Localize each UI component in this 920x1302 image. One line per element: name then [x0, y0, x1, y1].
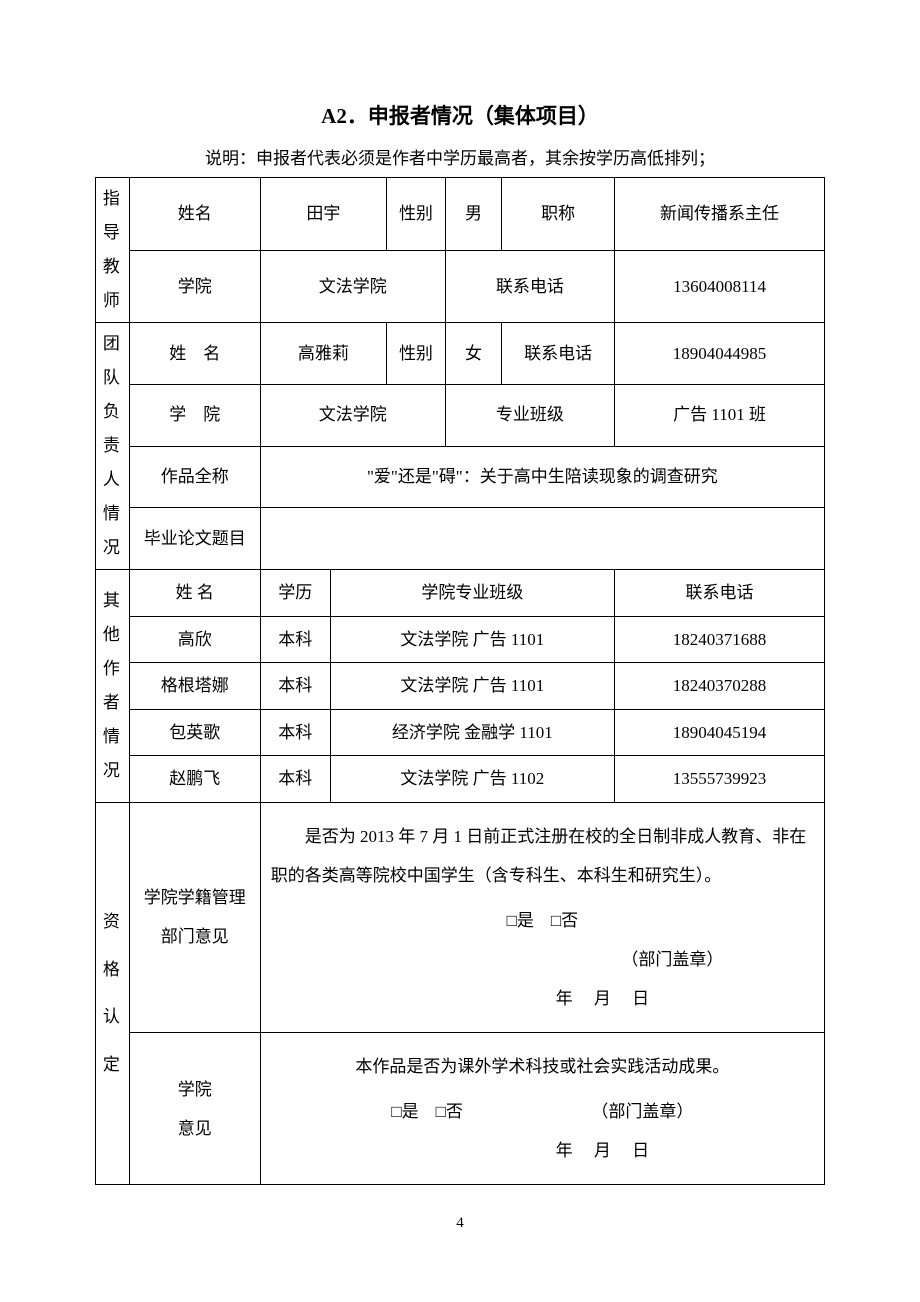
instructor-name: 田宇 — [260, 178, 386, 251]
table-row: 学 院 文法学院 专业班级 广告 1101 班 — [96, 384, 825, 446]
leader-class: 广告 1101 班 — [615, 384, 825, 446]
college-opinion-label: 学院意见 — [129, 1032, 260, 1184]
author-name: 高欣 — [129, 616, 260, 663]
instructor-phone: 13604008114 — [615, 250, 825, 323]
table-row: 毕业论文题目 — [96, 508, 825, 570]
form-table: 指导教师 姓名 田宇 性别 男 职称 新闻传播系主任 学院 文法学院 联系电话 … — [95, 177, 825, 1185]
college-opinion-content: 本作品是否为课外学术科技或社会实践活动成果。 □是 □否 （部门盖章） 年 月 … — [260, 1032, 824, 1184]
author-class: 经济学院 金融学 1101 — [330, 709, 614, 756]
yesno-line: □是 □否 — [271, 901, 814, 940]
author-class: 文法学院 广告 1101 — [330, 663, 614, 710]
author-phone: 18240371688 — [615, 616, 825, 663]
table-row: 作品全称 "爱"还是"碍"：关于高中生陪读现象的调查研究 — [96, 446, 825, 508]
seal-line: （部门盖章） — [271, 940, 814, 979]
page-title: A2．申报者情况（集体项目） — [95, 100, 825, 130]
yesno: □是 □否 — [391, 1102, 463, 1121]
author-class: 文法学院 广告 1102 — [330, 756, 614, 803]
registrar-content: 是否为 2013 年 7 月 1 日前正式注册在校的全日制非成人教育、非在职的各… — [260, 802, 824, 1032]
author-name: 赵鹏飞 — [129, 756, 260, 803]
label-name: 姓名 — [129, 178, 260, 251]
header-name: 姓 名 — [129, 570, 260, 617]
author-class: 文法学院 广告 1101 — [330, 616, 614, 663]
leader-thesis — [260, 508, 824, 570]
leader-name: 高雅莉 — [260, 323, 386, 385]
section-team-leader: 团队负责人情况 — [96, 323, 130, 570]
date-line: 年 月 日 — [271, 1131, 814, 1170]
page-number: 4 — [95, 1215, 825, 1232]
label-college: 学 院 — [129, 384, 260, 446]
author-name: 包英歌 — [129, 709, 260, 756]
author-edu: 本科 — [260, 663, 330, 710]
author-edu: 本科 — [260, 756, 330, 803]
leader-gender: 女 — [445, 323, 501, 385]
registrar-label: 学院学籍管理部门意见 — [129, 802, 260, 1032]
author-phone: 13555739923 — [615, 756, 825, 803]
author-phone: 18904045194 — [615, 709, 825, 756]
leader-work-title: "爱"还是"碍"：关于高中生陪读现象的调查研究 — [260, 446, 824, 508]
section-qualification: 资格认定 — [96, 802, 130, 1185]
section-instructor: 指导教师 — [96, 178, 130, 323]
table-row: 团队负责人情况 姓 名 高雅莉 性别 女 联系电话 18904044985 — [96, 323, 825, 385]
label-college: 学院 — [129, 250, 260, 323]
table-row: 高欣 本科 文法学院 广告 1101 18240371688 — [96, 616, 825, 663]
label-phone: 联系电话 — [445, 250, 614, 323]
leader-phone: 18904044985 — [615, 323, 825, 385]
table-row: 赵鹏飞 本科 文法学院 广告 1102 13555739923 — [96, 756, 825, 803]
label-class: 专业班级 — [445, 384, 614, 446]
label-gender: 性别 — [387, 323, 446, 385]
header-edu: 学历 — [260, 570, 330, 617]
page-subtitle: 说明：申报者代表必须是作者中学历最高者，其余按学历高低排列； — [95, 144, 825, 169]
header-phone: 联系电话 — [615, 570, 825, 617]
leader-college: 文法学院 — [260, 384, 445, 446]
author-edu: 本科 — [260, 709, 330, 756]
label-gender: 性别 — [387, 178, 446, 251]
section-other-authors: 其他作者情况 — [96, 570, 130, 803]
label-work-title: 作品全称 — [129, 446, 260, 508]
instructor-gender: 男 — [445, 178, 501, 251]
label-phone: 联系电话 — [502, 323, 615, 385]
author-edu: 本科 — [260, 616, 330, 663]
registrar-text: 是否为 2013 年 7 月 1 日前正式注册在校的全日制非成人教育、非在职的各… — [271, 817, 814, 895]
seal: （部门盖章） — [591, 1102, 693, 1121]
date-line: 年 月 日 — [271, 979, 814, 1018]
instructor-college: 文法学院 — [260, 250, 445, 323]
table-row: 包英歌 本科 经济学院 金融学 1101 18904045194 — [96, 709, 825, 756]
table-row: 格根塔娜 本科 文法学院 广告 1101 18240370288 — [96, 663, 825, 710]
author-name: 格根塔娜 — [129, 663, 260, 710]
instructor-title: 新闻传播系主任 — [615, 178, 825, 251]
table-row: 指导教师 姓名 田宇 性别 男 职称 新闻传播系主任 — [96, 178, 825, 251]
label-name: 姓 名 — [129, 323, 260, 385]
table-row: 学院 文法学院 联系电话 13604008114 — [96, 250, 825, 323]
label-title: 职称 — [502, 178, 615, 251]
header-class: 学院专业班级 — [330, 570, 614, 617]
author-phone: 18240370288 — [615, 663, 825, 710]
college-text: 本作品是否为课外学术科技或社会实践活动成果。 — [271, 1047, 814, 1086]
table-row: 学院意见 本作品是否为课外学术科技或社会实践活动成果。 □是 □否 （部门盖章）… — [96, 1032, 825, 1184]
yesno-seal-line: □是 □否 （部门盖章） — [271, 1092, 814, 1131]
label-thesis: 毕业论文题目 — [129, 508, 260, 570]
table-row: 资格认定 学院学籍管理部门意见 是否为 2013 年 7 月 1 日前正式注册在… — [96, 802, 825, 1032]
table-row: 其他作者情况 姓 名 学历 学院专业班级 联系电话 — [96, 570, 825, 617]
